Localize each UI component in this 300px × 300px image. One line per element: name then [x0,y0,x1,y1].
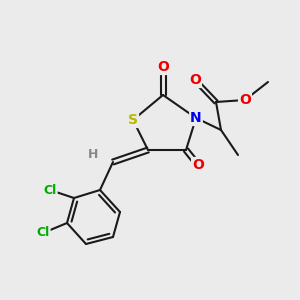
Text: Cl: Cl [36,226,50,239]
Text: O: O [157,60,169,74]
Text: N: N [190,111,202,125]
Text: O: O [189,73,201,87]
Text: Cl: Cl [44,184,57,196]
Text: O: O [239,93,251,107]
Text: H: H [88,148,98,161]
Text: S: S [128,113,138,127]
Text: O: O [192,158,204,172]
